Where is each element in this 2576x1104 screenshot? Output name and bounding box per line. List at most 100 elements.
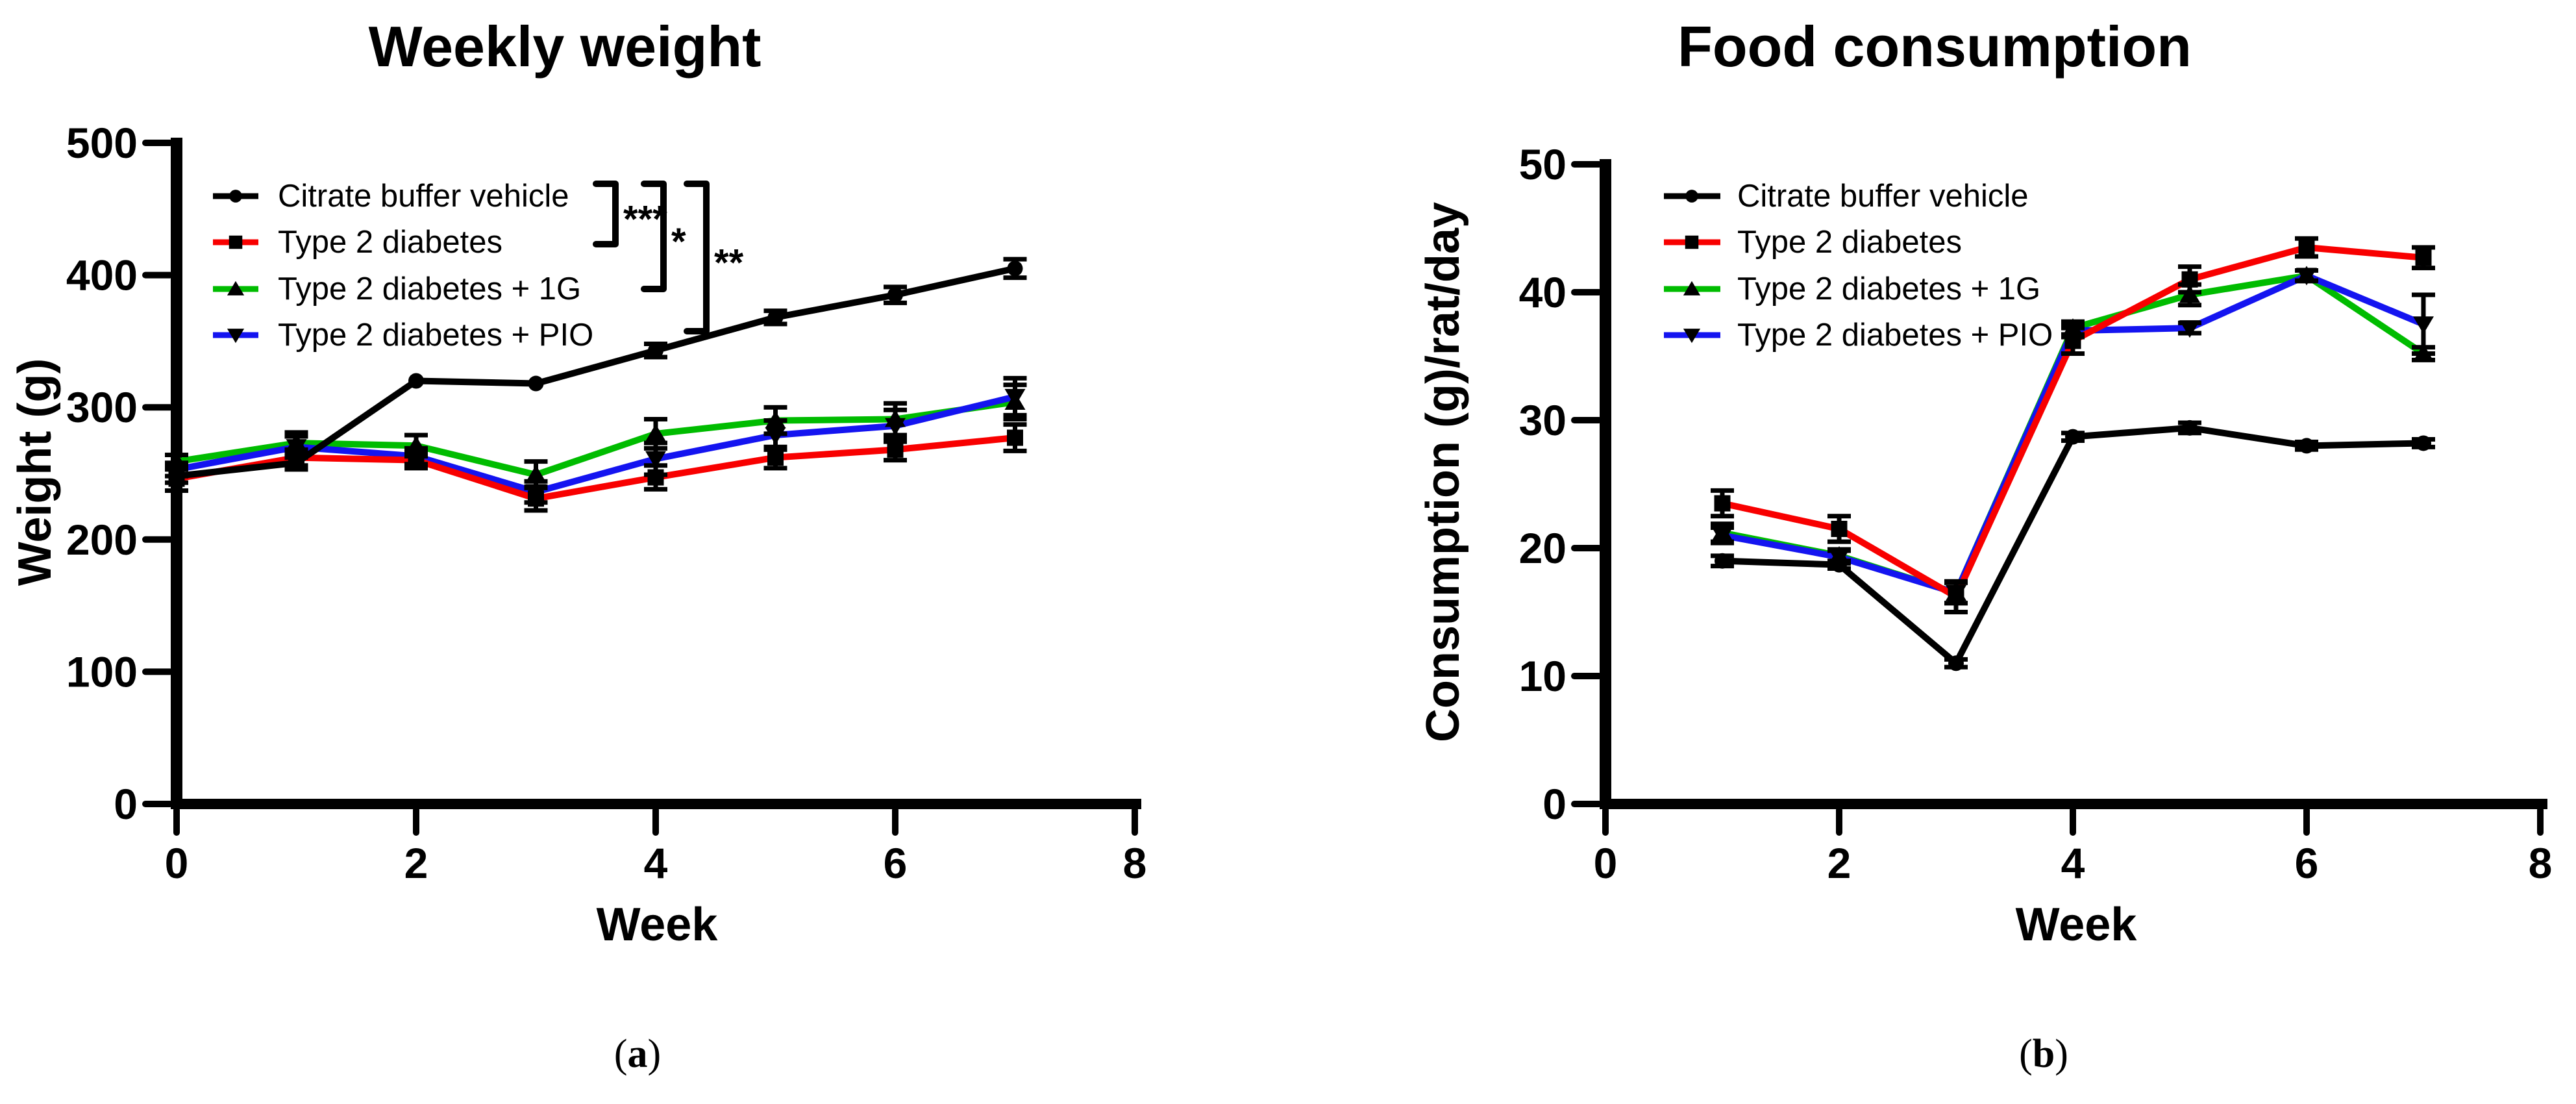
marker-citrate-buffer-vehicle [169, 468, 184, 484]
significance-bracket [641, 181, 667, 292]
legend-marker-type-2-diabetes-1g [1683, 281, 1701, 295]
marker-type-2-diabetes [1714, 495, 1731, 512]
marker-citrate-buffer-vehicle [887, 287, 903, 303]
y-tick-label: 0 [1542, 780, 1567, 828]
marker-type-2-diabetes [408, 452, 425, 469]
y-tick-label: 50 [1519, 140, 1567, 188]
marker-type-2-diabetes-pio [1004, 388, 1026, 407]
marker-type-2-diabetes-pio [2296, 268, 2317, 286]
caption-a-open: ( [613, 1032, 628, 1076]
x-tick-label: 8 [1123, 839, 1147, 887]
marker-type-2-diabetes-pio [286, 439, 307, 457]
x-tick-label: 8 [2529, 839, 2553, 887]
caption-b-close: ) [2055, 1032, 2068, 1076]
marker-type-2-diabetes-pio [2179, 320, 2200, 338]
marker-type-2-diabetes-1g [765, 410, 786, 429]
x-tick-label: 4 [2061, 839, 2085, 887]
legend-label-type-2-diabetes-pio: Type 2 diabetes + PIO [1737, 318, 2053, 353]
legend-marker-type-2-diabetes-pio [227, 329, 245, 344]
legend-label-type-2-diabetes-1g: Type 2 diabetes + 1G [1737, 271, 2040, 307]
significance-label: * [671, 221, 686, 263]
y-tick-label: 500 [66, 119, 138, 167]
marker-type-2-diabetes [1831, 520, 1848, 537]
legend-label-type-2-diabetes-pio: Type 2 diabetes + PIO [278, 318, 593, 353]
series-line-type-2-diabetes-1g [176, 399, 1016, 479]
food-consumption-chart: 0 10 20 30 40 50 0 2 4 6 8 Food consumption Consumpt… [1417, 14, 2553, 951]
caption-b-open: ( [2019, 1032, 2033, 1076]
marker-type-2-diabetes [2298, 239, 2315, 256]
caption-a: (a) [508, 1031, 767, 1077]
x-axis-label: Week [2016, 899, 2138, 951]
x-tick-label: 4 [644, 839, 668, 887]
marker-type-2-diabetes-1g [645, 423, 666, 442]
marker-type-2-diabetes [2415, 249, 2432, 266]
x-tick-label: 0 [1594, 839, 1618, 887]
series-line-citrate-buffer-vehicle [1722, 424, 2424, 667]
marker-citrate-buffer-vehicle [2065, 429, 2081, 445]
y-axis-label: Weight (g) [9, 358, 61, 586]
legend-label-type-2-diabetes: Type 2 diabetes [278, 225, 502, 260]
marker-type-2-diabetes-1g [525, 465, 547, 483]
x-axis-label: Week [597, 899, 719, 951]
y-tick-label: 100 [66, 647, 138, 696]
chart-title: Food consumption [1678, 14, 2192, 79]
marker-type-2-diabetes-pio [2413, 316, 2434, 334]
marker-type-2-diabetes [887, 441, 904, 458]
x-tick-label: 2 [1827, 839, 1852, 887]
series-line-citrate-buffer-vehicle [176, 265, 1016, 480]
marker-citrate-buffer-vehicle [408, 373, 424, 389]
marker-citrate-buffer-vehicle [1831, 557, 1847, 573]
marker-type-2-diabetes-pio [645, 451, 666, 469]
caption-b: (b) [1914, 1031, 2174, 1077]
y-tick-label: 10 [1519, 652, 1567, 700]
caption-b-letter: b [2032, 1032, 2055, 1076]
legend-label-citrate-buffer-vehicle: Citrate buffer vehicle [1737, 179, 2029, 214]
y-tick-label: 0 [114, 780, 138, 828]
marker-citrate-buffer-vehicle [648, 342, 663, 358]
significance-bracket [684, 181, 710, 334]
y-tick-label: 30 [1519, 396, 1567, 444]
legend-marker-citrate-buffer-vehicle [229, 190, 242, 203]
y-tick-label: 400 [66, 251, 138, 299]
legend-marker-citrate-buffer-vehicle [1685, 190, 1698, 203]
y-tick-label: 40 [1519, 268, 1567, 316]
significance-bracket [593, 181, 619, 247]
marker-type-2-diabetes-pio [2062, 323, 2083, 341]
y-tick-label: 200 [66, 516, 138, 564]
marker-citrate-buffer-vehicle [2299, 438, 2314, 454]
marker-citrate-buffer-vehicle [288, 455, 304, 471]
x-tick-label: 6 [884, 839, 908, 887]
weekly-weight-figure: 0 100 200 300 400 500 0 2 4 6 8 Weekly weight Weight… [9, 14, 1147, 951]
marker-type-2-diabetes [528, 490, 544, 507]
legend-label-citrate-buffer-vehicle: Citrate buffer vehicle [278, 179, 569, 214]
significance-label: *** [623, 199, 667, 241]
marker-citrate-buffer-vehicle [2182, 420, 2198, 436]
marker-type-2-diabetes-pio [765, 427, 786, 445]
marker-citrate-buffer-vehicle [1948, 655, 1964, 671]
marker-type-2-diabetes-pio [885, 418, 906, 436]
marker-type-2-diabetes-1g [2179, 284, 2200, 303]
legend-marker-type-2-diabetes-pio [1683, 329, 1701, 344]
marker-type-2-diabetes-pio [1712, 527, 1733, 546]
y-tick-label: 20 [1519, 524, 1567, 572]
marker-citrate-buffer-vehicle [1007, 260, 1023, 277]
y-tick-label: 300 [66, 383, 138, 431]
series-line-type-2-diabetes [176, 434, 1015, 502]
legend-marker-type-2-diabetes [1685, 235, 1699, 249]
caption-a-close: ) [647, 1032, 662, 1076]
marker-type-2-diabetes [647, 469, 664, 486]
marker-type-2-diabetes [2064, 332, 2081, 349]
y-axis-label: Consumption (g)/rat/day [1417, 202, 1469, 742]
x-tick-label: 6 [2295, 839, 2319, 887]
legend-marker-type-2-diabetes [229, 235, 243, 249]
marker-type-2-diabetes [1007, 429, 1023, 446]
chart-title: Weekly weight [369, 14, 762, 79]
marker-type-2-diabetes [2181, 271, 2198, 288]
x-tick-label: 0 [165, 839, 189, 887]
marker-type-2-diabetes [767, 449, 784, 466]
marker-type-2-diabetes [1948, 588, 1964, 605]
weekly-weight-chart: 0 100 200 300 400 500 0 2 4 6 8 Weekly weight Weight… [9, 14, 1147, 951]
caption-a-letter: a [627, 1032, 648, 1076]
significance-label: ** [714, 242, 744, 284]
marker-citrate-buffer-vehicle [767, 309, 784, 325]
